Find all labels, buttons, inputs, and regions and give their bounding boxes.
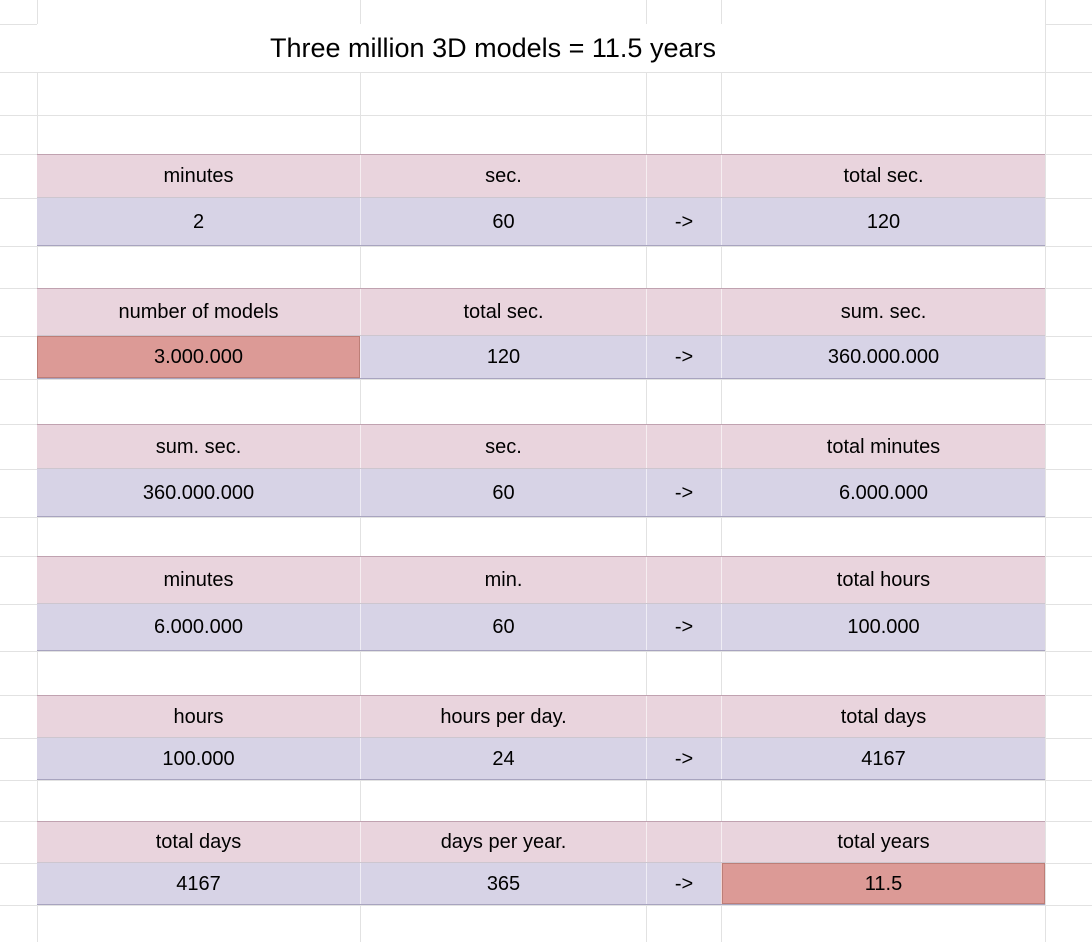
- calc-block-4-header-row: minutes min. total hours: [37, 556, 1045, 604]
- value-cell[interactable]: 2: [192, 210, 205, 233]
- gridline: [0, 780, 1092, 781]
- gridline: [0, 905, 1092, 906]
- calc-block-3-header-row: sum. sec. sec. total minutes: [37, 424, 1045, 469]
- arrow-cell[interactable]: ->: [646, 198, 721, 245]
- value-cell[interactable]: 100.000: [162, 747, 235, 770]
- header-cell[interactable]: min.: [360, 557, 646, 603]
- header-cell[interactable]: minutes: [163, 569, 234, 591]
- header-cell[interactable]: total hours: [721, 557, 1045, 603]
- header-cell[interactable]: [646, 557, 721, 603]
- calc-block-3-value-row: 360.000.000 60 -> 6.000.000: [37, 469, 1045, 517]
- gridline: [0, 115, 1092, 116]
- value-cell[interactable]: 120: [360, 336, 646, 378]
- header-cell[interactable]: sum. sec.: [155, 435, 242, 458]
- gridline: [1045, 0, 1046, 942]
- header-cell[interactable]: [646, 822, 721, 862]
- value-cell[interactable]: 360.000.000: [721, 336, 1045, 378]
- header-cell[interactable]: hours per day.: [360, 696, 646, 737]
- header-cell[interactable]: [646, 696, 721, 737]
- header-cell[interactable]: total sec.: [721, 155, 1045, 197]
- calc-block-6-value-row: 4167 365 -> 11.5: [37, 863, 1045, 905]
- gridline: [0, 651, 1092, 652]
- value-cell[interactable]: 6.000.000: [721, 469, 1045, 516]
- header-cell[interactable]: [646, 155, 721, 197]
- header-cell[interactable]: number of models: [118, 301, 279, 323]
- value-cell[interactable]: 60: [360, 198, 646, 245]
- header-cell[interactable]: total years: [721, 822, 1045, 862]
- calc-block-4-value-row: 6.000.000 60 -> 100.000: [37, 604, 1045, 651]
- highlight-cell-total-years[interactable]: 11.5: [721, 863, 1045, 904]
- header-cell[interactable]: days per year.: [360, 822, 646, 862]
- value-cell[interactable]: 60: [360, 469, 646, 516]
- title-cell[interactable]: Three million 3D models = 11.5 years: [37, 24, 1045, 72]
- arrow-cell[interactable]: ->: [646, 738, 721, 779]
- header-cell[interactable]: sum. sec.: [721, 289, 1045, 335]
- gridline: [0, 379, 1092, 380]
- gridline: [0, 246, 1092, 247]
- arrow-cell[interactable]: ->: [646, 863, 721, 904]
- arrow-cell[interactable]: ->: [646, 469, 721, 516]
- header-cell[interactable]: minutes: [163, 165, 234, 187]
- gridline: [0, 72, 1092, 73]
- arrow-cell[interactable]: ->: [646, 604, 721, 650]
- value-cell[interactable]: 100.000: [721, 604, 1045, 650]
- calc-block-5-header-row: hours hours per day. total days: [37, 695, 1045, 738]
- value-cell[interactable]: 4167: [721, 738, 1045, 779]
- value-cell[interactable]: 360.000.000: [142, 481, 255, 504]
- calc-block-1-header-row: minutes sec. total sec.: [37, 154, 1045, 198]
- value-cell[interactable]: 4167: [176, 872, 221, 895]
- calc-block-5-value-row: 100.000 24 -> 4167: [37, 738, 1045, 780]
- value-cell[interactable]: 365: [360, 863, 646, 904]
- header-cell[interactable]: total sec.: [360, 289, 646, 335]
- header-cell[interactable]: total days: [155, 831, 242, 853]
- sheet-title: Three million 3D models = 11.5 years: [270, 32, 716, 63]
- header-cell[interactable]: total days: [721, 696, 1045, 737]
- gridline: [0, 517, 1092, 518]
- arrow-cell[interactable]: ->: [646, 336, 721, 378]
- value-cell[interactable]: 60: [360, 604, 646, 650]
- header-cell[interactable]: total minutes: [721, 425, 1045, 468]
- header-cell[interactable]: sec.: [360, 425, 646, 468]
- calc-block-1-value-row: 2 60 -> 120: [37, 198, 1045, 246]
- header-cell[interactable]: hours: [173, 705, 224, 728]
- header-cell[interactable]: [646, 289, 721, 335]
- calc-block-2-header-row: number of models total sec. sum. sec.: [37, 288, 1045, 336]
- calc-block-2-value-row: 3.000.000 120 -> 360.000.000: [37, 336, 1045, 379]
- header-cell[interactable]: sec.: [360, 155, 646, 197]
- highlight-cell-number-of-models[interactable]: 3.000.000: [37, 336, 360, 378]
- value-cell[interactable]: 24: [360, 738, 646, 779]
- value-cell[interactable]: 120: [721, 198, 1045, 245]
- calc-block-6-header-row: total days days per year. total years: [37, 821, 1045, 863]
- value-cell[interactable]: 6.000.000: [154, 616, 243, 638]
- header-cell[interactable]: [646, 425, 721, 468]
